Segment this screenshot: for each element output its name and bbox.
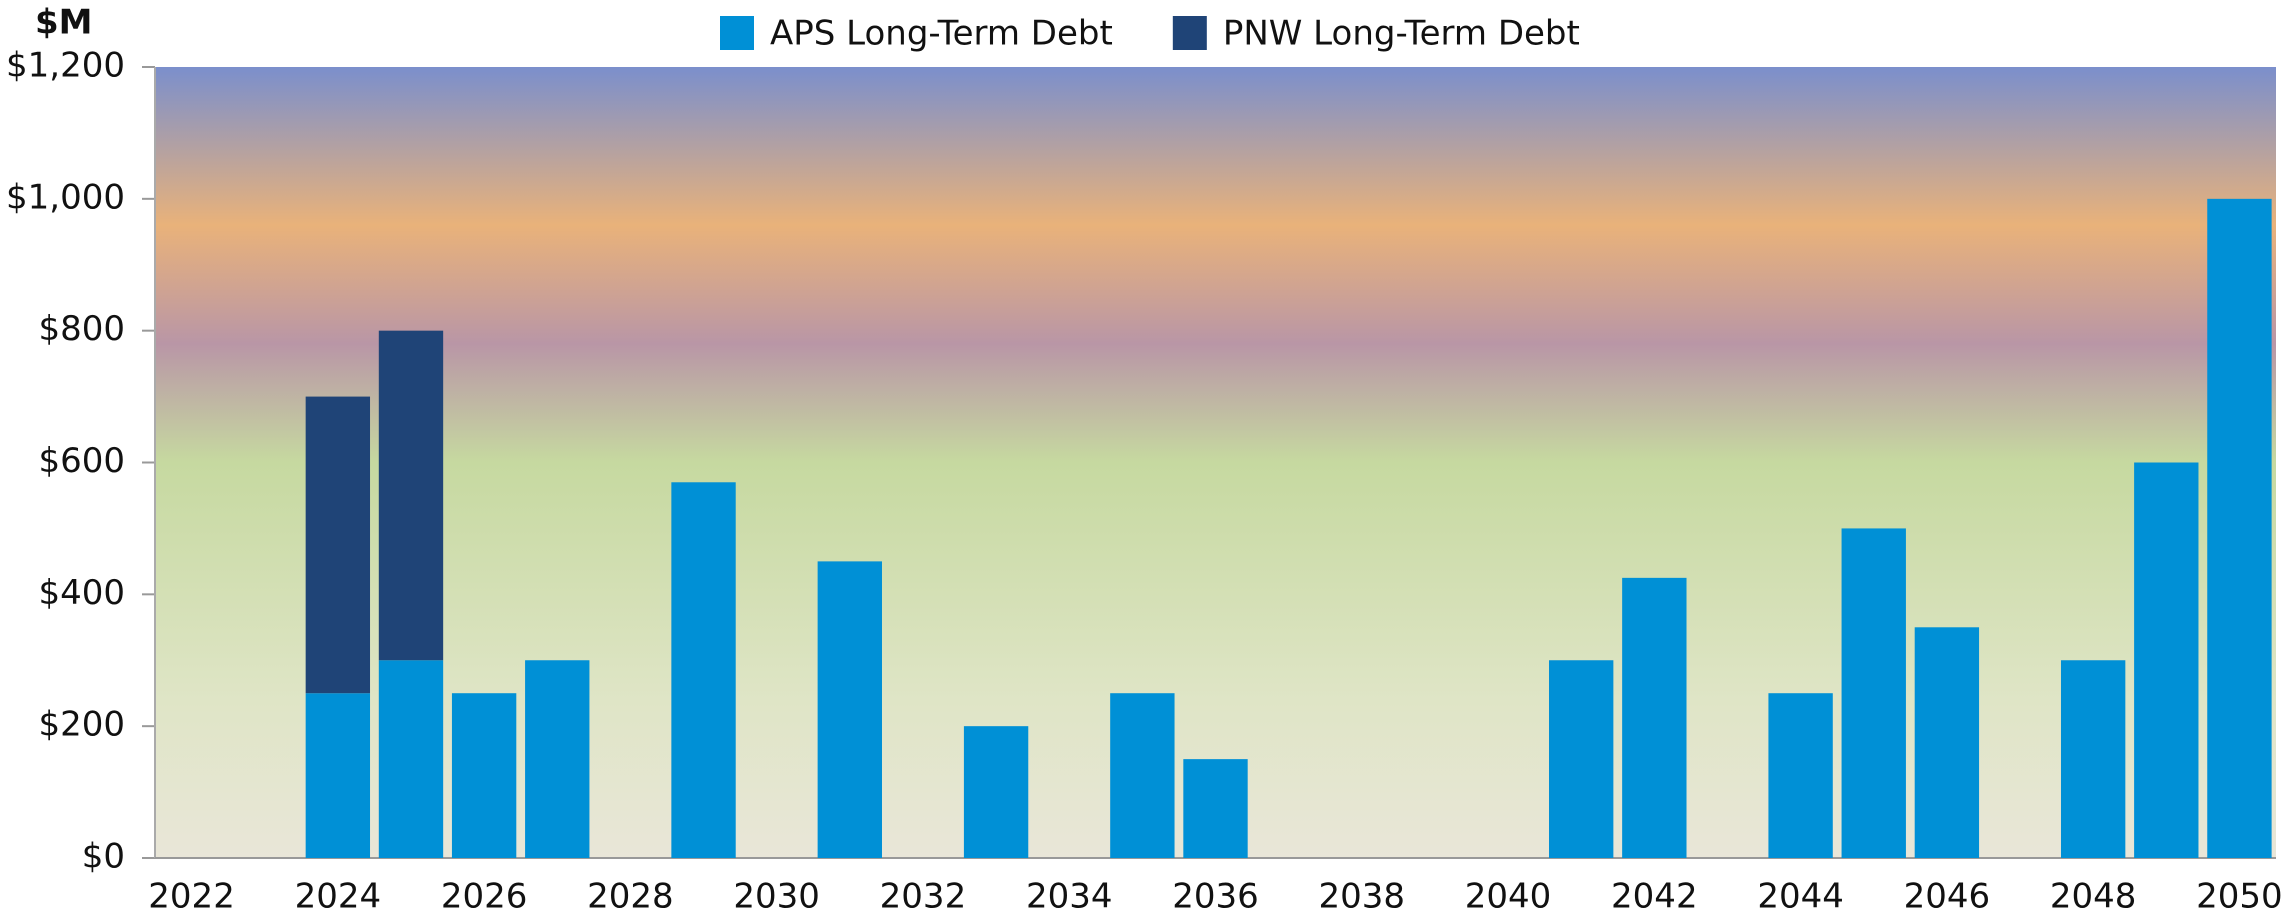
y-tick-label: $0	[82, 837, 125, 877]
x-tick-label: 2038	[1319, 877, 1406, 914]
y-tick-label: $600	[38, 441, 125, 481]
bar	[378, 660, 444, 858]
y-tick-label: $1,000	[6, 177, 125, 217]
bar	[2060, 660, 2126, 858]
y-tick-label: $1,200	[6, 46, 125, 86]
x-tick-label: 2040	[1465, 877, 1552, 914]
bar	[305, 396, 371, 694]
x-tick-label: 2028	[587, 877, 674, 914]
x-tick-label: 2050	[2196, 877, 2283, 914]
y-tick-label: $400	[38, 573, 125, 613]
x-tick-label: 2022	[148, 877, 235, 914]
bar	[1110, 693, 1175, 858]
bar	[1549, 660, 1614, 858]
x-tick-label: 2030	[733, 877, 820, 914]
legend-swatch	[1172, 16, 1207, 50]
x-tick-label: 2026	[441, 877, 528, 914]
legend-label: PNW Long-Term Debt	[1223, 14, 1580, 54]
x-tick-label: 2046	[1904, 877, 1991, 914]
x-tick-label: 2034	[1026, 877, 1113, 914]
y-tick-label: $200	[38, 705, 125, 745]
bar	[305, 693, 371, 858]
x-tick-label: 2044	[1757, 877, 1844, 914]
legend-swatch	[720, 16, 754, 50]
x-tick-label: 2024	[295, 877, 382, 914]
bar	[1768, 693, 1833, 858]
bar	[817, 561, 882, 858]
bar	[1914, 627, 1980, 858]
x-tick-label: 2036	[1172, 877, 1259, 914]
bar	[1622, 577, 1687, 858]
bar	[2134, 462, 2199, 858]
x-tick-label: 2032	[880, 877, 967, 914]
bar	[525, 660, 590, 858]
y-axis-label: $M	[35, 3, 93, 43]
bar	[1841, 528, 1906, 858]
bar	[378, 330, 444, 661]
bar	[2207, 198, 2272, 859]
legend-label: APS Long-Term Debt	[770, 14, 1113, 54]
bar	[671, 482, 736, 858]
bar	[1183, 759, 1248, 858]
x-tick-label: 2048	[2050, 877, 2137, 914]
bar	[451, 693, 517, 858]
x-tick-label: 2042	[1611, 877, 1698, 914]
bar	[963, 726, 1029, 858]
y-tick-label: $800	[38, 309, 125, 349]
